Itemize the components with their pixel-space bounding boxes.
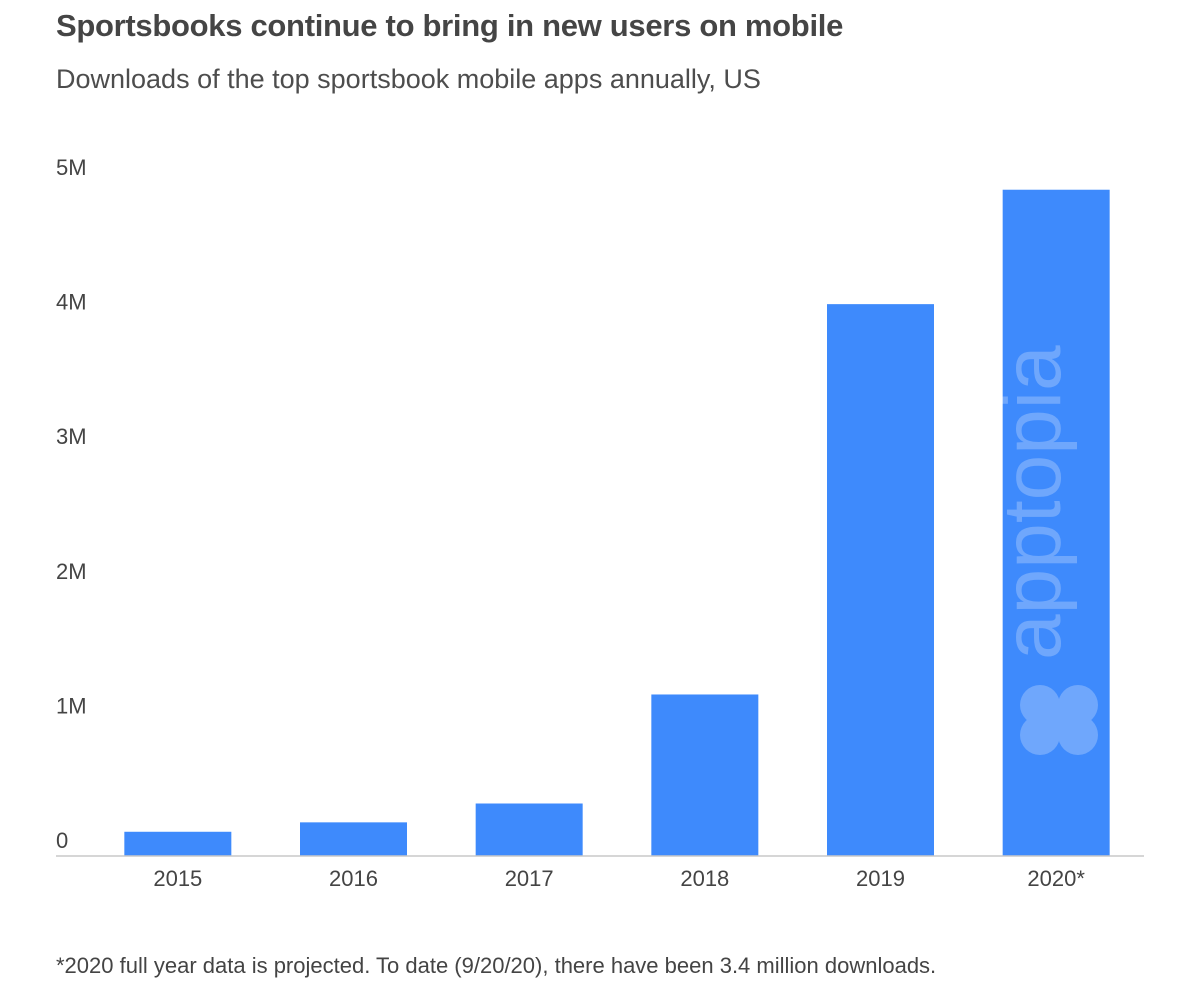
bar-2017: [475, 803, 583, 856]
y-axis-ticks: 0 1M 2M 3M 4M 5M: [56, 155, 87, 853]
bar-2018: [651, 694, 759, 856]
y-tick-label: 1M: [56, 693, 87, 718]
bar-2015: [124, 831, 232, 856]
y-tick-label: 3M: [56, 424, 87, 449]
x-tick-label: 2019: [856, 866, 905, 891]
x-axis-ticks: 2015 2016 2017 2018 2019 2020*: [153, 866, 1085, 891]
y-tick-label: 0: [56, 828, 68, 853]
chart-subtitle: Downloads of the top sportsbook mobile a…: [56, 64, 761, 94]
bar-2020: [1002, 189, 1110, 857]
x-tick-label: 2016: [329, 866, 378, 891]
x-tick-label: 2017: [505, 866, 554, 891]
watermark-text: apptopia: [987, 345, 1078, 660]
x-tick-label: 2020*: [1027, 866, 1085, 891]
chart-footnote: *2020 full year data is projected. To da…: [56, 953, 937, 978]
x-tick-label: 2018: [680, 866, 729, 891]
bars: [124, 189, 1110, 857]
bar-2019: [827, 304, 934, 856]
y-tick-label: 5M: [56, 155, 87, 180]
chart-title: Sportsbooks continue to bring in new use…: [56, 8, 844, 43]
x-tick-label: 2015: [153, 866, 202, 891]
y-tick-label: 4M: [56, 290, 87, 315]
apptopia-watermark: apptopia: [987, 345, 1098, 755]
y-tick-label: 2M: [56, 559, 87, 584]
bar-2016: [300, 822, 407, 856]
